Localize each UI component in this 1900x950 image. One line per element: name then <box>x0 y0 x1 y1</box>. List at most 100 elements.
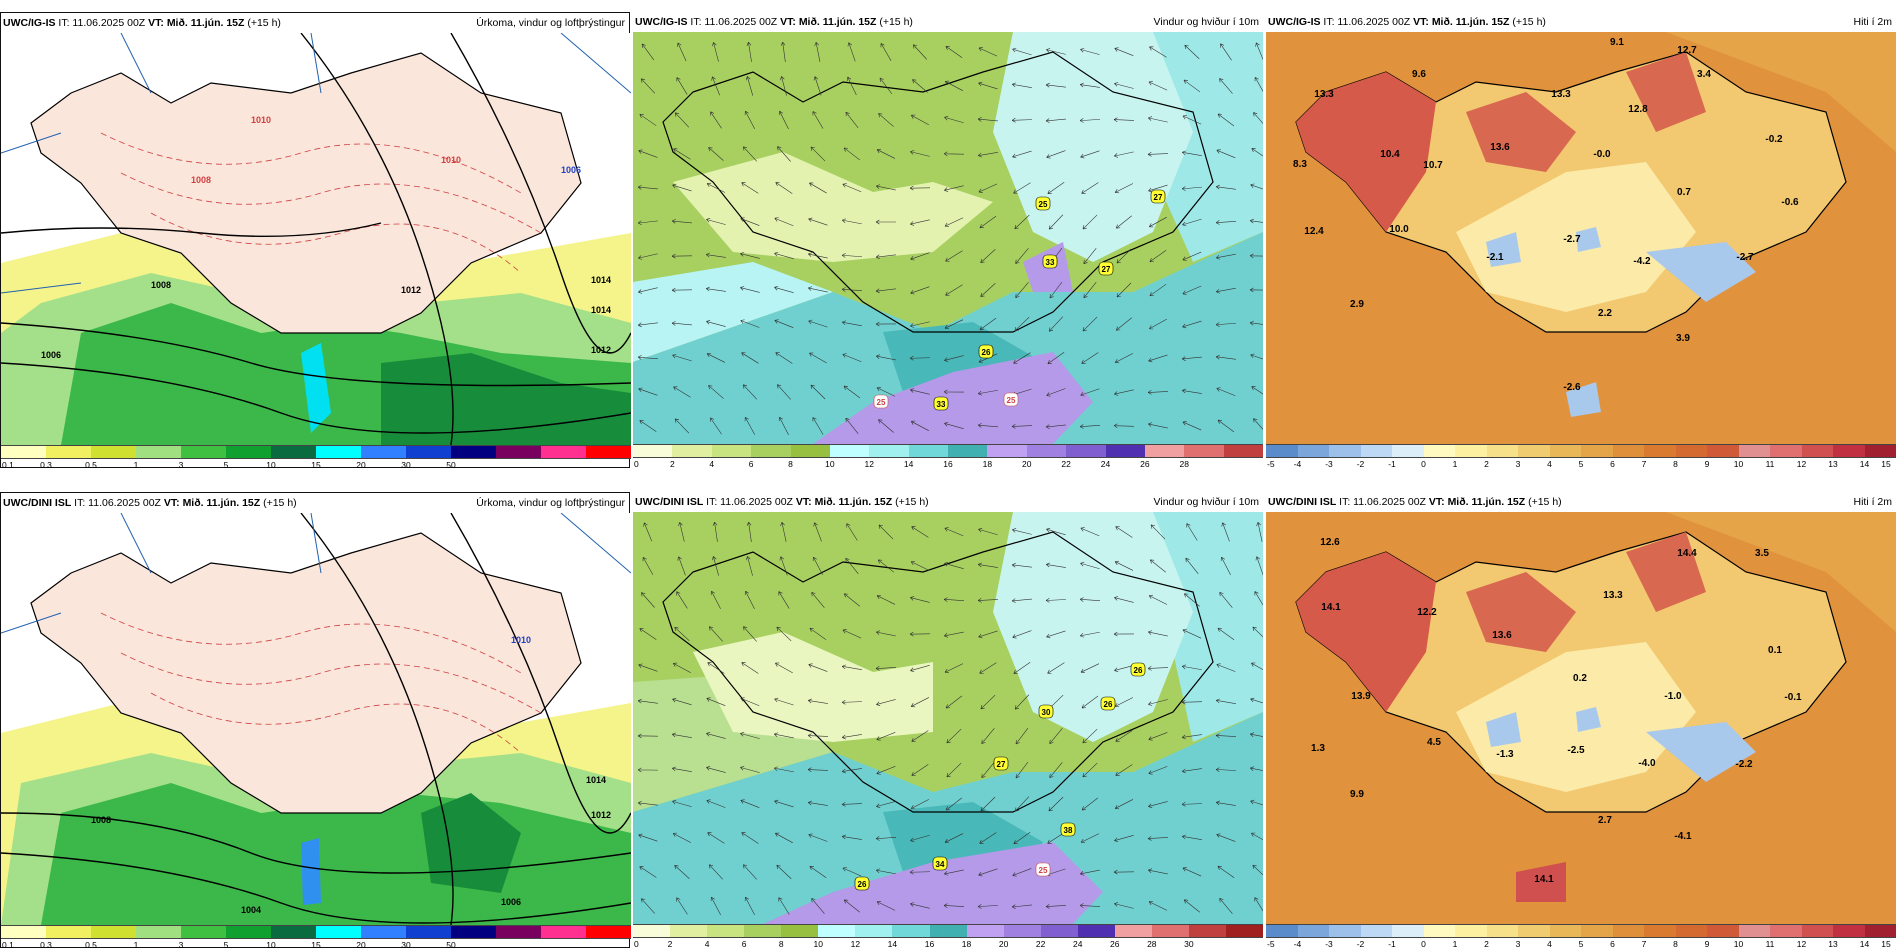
wind-map: 25 27 33 27 26 33 25 25 <box>633 32 1263 444</box>
colorbar-tick-label: 3 <box>1515 459 1521 469</box>
wind-arrow <box>776 864 792 880</box>
wind-arrow <box>945 45 963 58</box>
colorbar-tick-label: 10 <box>1733 459 1744 469</box>
isobar-label: 1004 <box>241 905 261 915</box>
wind-arrow <box>1048 316 1064 332</box>
wind-arrow <box>1013 182 1031 194</box>
panel-dini-temp: UWC/DINI ISL IT: 11.06.2025 00Z VT: Mið.… <box>1266 492 1896 949</box>
wind-arrow <box>638 387 658 396</box>
gust-label: 25 <box>1039 866 1048 875</box>
colorbar-ticks: 0 2 4 6 8 10 12 14 16 18 20 22 24 26 28 <box>633 459 1263 469</box>
colorbar-tick-label: 6 <box>1610 459 1615 469</box>
wind-arrow <box>776 626 792 642</box>
panel-title: Úrkoma, vindur og loftþrýstingur <box>476 497 625 509</box>
wind-arrow <box>1115 526 1133 538</box>
gust-label: 27 <box>1154 193 1163 202</box>
wind-arrow <box>1114 47 1134 56</box>
wind-arrow <box>1080 527 1100 537</box>
colorbar-swatch <box>181 926 226 938</box>
model-name: UWC/DINI ISL <box>1268 496 1337 508</box>
wind-arrow <box>674 112 690 128</box>
wind-arrow <box>671 219 692 224</box>
wind-arrow <box>841 320 862 327</box>
wind-arrow <box>1217 627 1235 641</box>
wind-arrow <box>1046 150 1066 159</box>
wind-arrow <box>637 220 658 226</box>
wind-arrow <box>842 353 862 363</box>
colorbar-swatch <box>1644 445 1676 457</box>
wind-arrow <box>1215 287 1236 294</box>
wind-arrow <box>1215 322 1236 327</box>
colorbar-tick-label: -2 <box>1356 939 1365 949</box>
wind-arrow <box>637 698 658 704</box>
temperature-label: -4.1 <box>1674 831 1692 842</box>
colorbar-swatch <box>948 445 988 457</box>
wind-arrow <box>1215 767 1237 772</box>
wind-arrow <box>1215 733 1237 738</box>
colorbar-tick-label: 8 <box>788 459 793 469</box>
gust-label-box <box>1150 189 1166 204</box>
colorbar-swatch <box>1266 925 1298 937</box>
colorbar-swatch <box>1738 925 1770 937</box>
colorbar-swatch <box>1518 925 1550 937</box>
colorbar-tick-label: 1 <box>133 940 139 950</box>
wind-arrow <box>1011 117 1033 123</box>
wind-arrow <box>708 626 723 642</box>
wind-arrow <box>1079 631 1100 638</box>
colorbar-swatch <box>829 445 870 457</box>
wind-arrow <box>841 734 862 740</box>
gust-label-box <box>873 394 889 409</box>
wind-arrow <box>779 556 788 576</box>
wind-arrow <box>637 185 658 190</box>
wind-arrow <box>1079 903 1101 908</box>
wind-arrow <box>674 864 690 879</box>
wind-arrow <box>706 182 726 193</box>
wind-arrow <box>847 42 856 62</box>
wind-arrow <box>1015 282 1029 298</box>
wind-arrow <box>671 321 692 326</box>
colorbar-swatch <box>1833 445 1865 457</box>
wind-arrow <box>944 869 964 876</box>
gust-label-box <box>854 876 870 891</box>
wind-arrow <box>980 283 996 298</box>
wind-arrow <box>1080 561 1100 570</box>
wind-arrow <box>740 697 760 707</box>
wind-arrow <box>945 250 963 262</box>
colorbar-swatch <box>1392 925 1424 937</box>
wind-arrow <box>846 523 858 541</box>
panel-header: UWC/IG-IS IT: 11.06.2025 00Z VT: Mið. 11… <box>3 17 625 33</box>
wind-arrow <box>773 732 794 739</box>
colorbar-tick-label: 10 <box>825 459 835 469</box>
wind-arrow <box>1113 423 1135 429</box>
wind-arrow <box>1014 316 1030 332</box>
temperature-label: 2.7 <box>1598 815 1612 826</box>
colorbar-swatch <box>361 926 406 938</box>
temperature-label: -1.3 <box>1496 749 1514 760</box>
colorbar-swatch <box>316 926 361 938</box>
wind-arrow <box>1113 631 1135 637</box>
colorbar-tick-label: -1 <box>1388 459 1396 469</box>
colorbar-swatch <box>1423 925 1455 937</box>
wind-arrow <box>909 355 931 361</box>
colorbar-ticks: 0.1 0.3 0.5 1 3 5 10 15 20 30 50 <box>1 940 631 950</box>
colorbar-swatch <box>181 446 226 458</box>
wind-arrow <box>1250 832 1263 841</box>
wind-arrow <box>1256 522 1263 542</box>
wind-arrow <box>673 386 691 398</box>
wind-arrow <box>845 417 859 435</box>
wind-arrow <box>841 834 862 840</box>
gust-label: 26 <box>1134 666 1143 675</box>
wind-arrow <box>875 254 896 260</box>
wind-arrow <box>740 799 760 808</box>
colorbar-swatch <box>496 446 541 458</box>
temperature-label: 3.4 <box>1697 69 1711 80</box>
wind-arrow <box>1082 762 1098 778</box>
temperature-label: -2.7 <box>1563 234 1581 245</box>
wind-arrow <box>944 355 964 362</box>
wind-arrow <box>1081 182 1099 194</box>
panel-header: UWC/IG-IS IT: 11.06.2025 00Z VT: Mið. 11… <box>635 16 1259 32</box>
colorbar-tick-label: 18 <box>982 459 993 469</box>
wind-arrow <box>944 527 964 537</box>
wind-arrow <box>1215 800 1236 806</box>
wind-arrow <box>811 592 825 608</box>
